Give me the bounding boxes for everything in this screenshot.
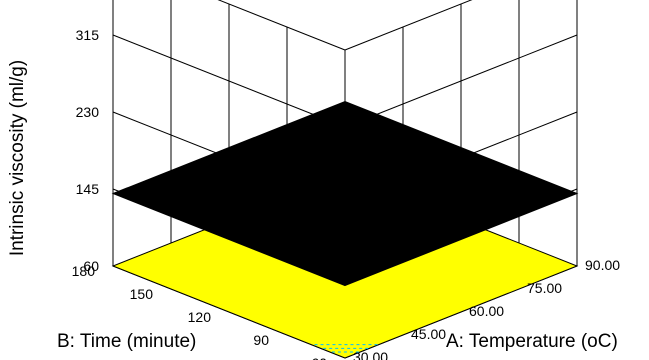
- y-tick-label: 120: [188, 309, 212, 325]
- y-tick-label: 90: [253, 332, 269, 348]
- y-axis-title: B: Time (minute): [57, 331, 196, 352]
- z-tick-label: 60: [83, 258, 99, 274]
- response-surface: [111, 100, 579, 287]
- y-tick-label: 180: [72, 263, 96, 279]
- wall-grid-line: [344, 34, 578, 128]
- wall-grid-line: [344, 0, 473, 51]
- wall-grid-line: [112, 34, 346, 128]
- wall-grid-line: [217, 0, 346, 51]
- y-tick-label: 60: [311, 355, 327, 360]
- x-tick-label: 30.00: [353, 349, 388, 360]
- x-axis-title: A: Temperature (oC): [446, 331, 618, 352]
- x-tick-label: 75.00: [527, 280, 562, 296]
- x-tick-label: 60.00: [469, 303, 504, 319]
- z-tick-label: 230: [76, 104, 100, 120]
- z-tick-label: 315: [76, 27, 100, 43]
- y-tick-label: 150: [130, 286, 154, 302]
- x-tick-label: 45.00: [411, 326, 446, 342]
- z-tick-label: 145: [76, 181, 100, 197]
- tick-labels: 60145230315400609012015018030.0045.0060.…: [72, 27, 621, 360]
- x-tick-label: 90.00: [585, 257, 620, 273]
- z-axis-title: Intrinsic viscosity (ml/g): [7, 60, 28, 256]
